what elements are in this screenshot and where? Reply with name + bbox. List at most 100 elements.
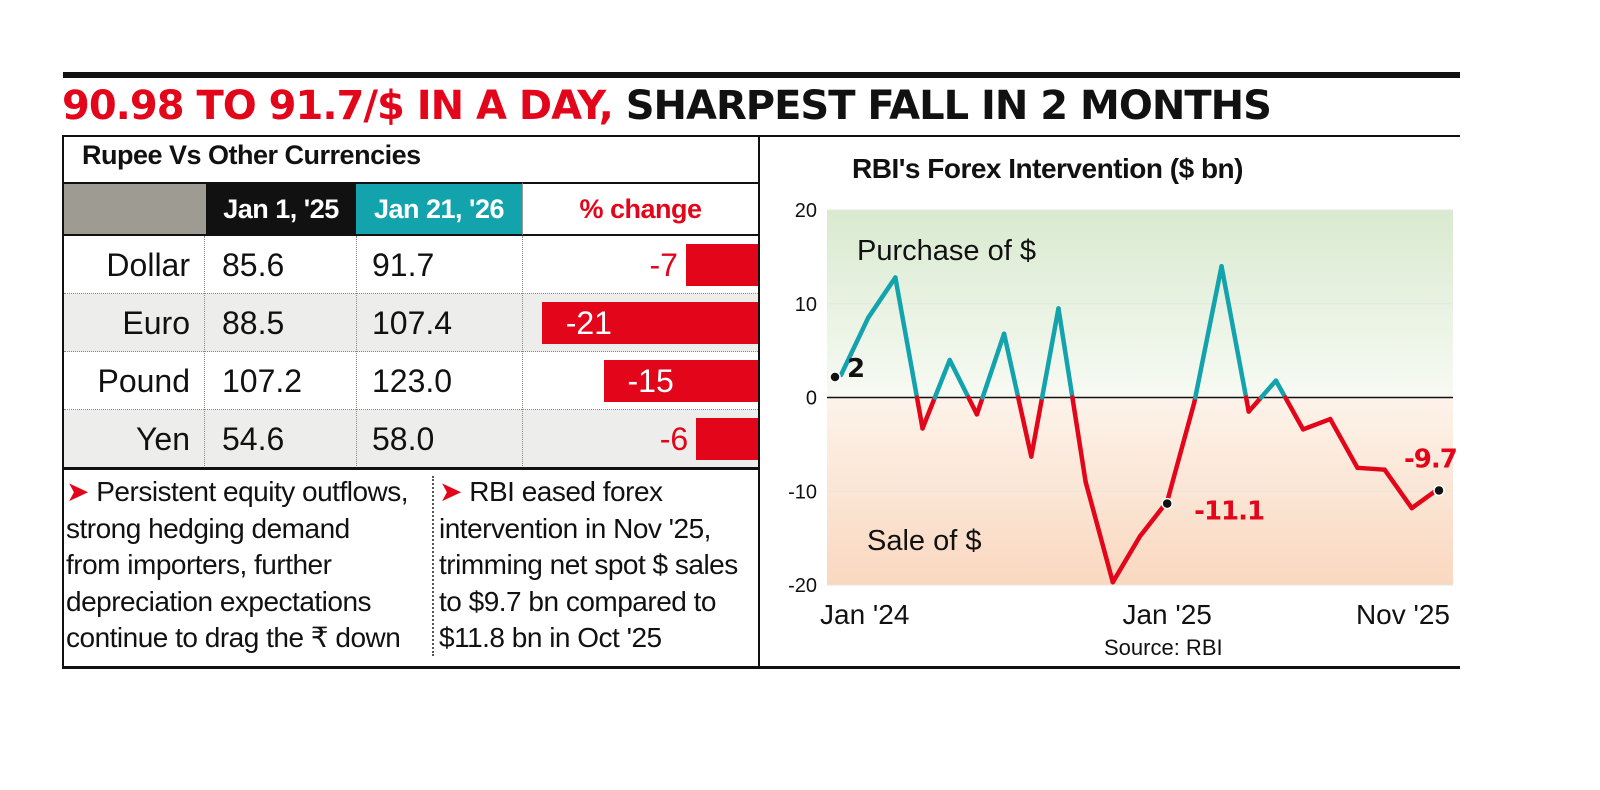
table-header-jan25: Jan 1, '25	[206, 182, 356, 236]
data-point-label: 2	[847, 354, 864, 384]
series-segment	[1164, 399, 1197, 504]
zone-label-sale: Sale of $	[867, 525, 981, 557]
table-row: Pound 107.2 123.0	[64, 352, 758, 410]
series-segment	[1258, 378, 1279, 400]
series-segment	[947, 357, 971, 400]
data-point-marker	[829, 371, 841, 383]
series-segment	[1283, 395, 1306, 432]
table-header-jan26: Jan 21, '26	[356, 182, 522, 236]
y-tick-label: 0	[806, 388, 817, 410]
column-divider	[356, 236, 357, 468]
note-line: to $9.7 bn compared to	[439, 585, 716, 617]
series-segment	[865, 275, 898, 321]
notes-rule	[64, 467, 758, 470]
series-segment	[1382, 467, 1415, 511]
table-row: Dollar 85.6 91.7	[64, 236, 758, 294]
series-segment	[1015, 395, 1034, 459]
headline-main: SHARPEST FALL IN 2 MONTHS	[625, 83, 1272, 129]
graphic-frame	[62, 135, 1460, 669]
series-segment	[838, 315, 871, 378]
change-bar	[696, 418, 758, 460]
note-line: $11.8 bn in Oct '25	[439, 622, 662, 653]
chart-title: RBI's Forex Intervention ($ bn)	[852, 153, 1243, 184]
table-title: Rupee Vs Other Currencies	[82, 140, 421, 170]
note-rbi-intervention: ➤ RBI eased forex intervention in Nov '2…	[439, 474, 738, 657]
series-segment	[1039, 306, 1061, 400]
note-line: intervention in Nov '25,	[439, 512, 711, 544]
series-segment	[932, 357, 952, 400]
notes-divider	[432, 476, 434, 656]
series-segment	[1219, 264, 1249, 400]
change-label: -6	[659, 420, 689, 457]
series-segment	[893, 275, 920, 400]
data-point-label: -11.1	[1194, 497, 1264, 527]
table-header-change: % change	[522, 182, 758, 236]
arrow-icon: ➤	[439, 476, 462, 507]
change-label: -15	[627, 362, 674, 399]
currency-name: Pound	[97, 362, 190, 399]
column-divider	[522, 236, 523, 468]
series-segment	[1193, 264, 1224, 400]
panel-divider	[758, 135, 760, 669]
series-segment	[920, 395, 938, 431]
currency-name: Dollar	[106, 246, 190, 283]
rate-jan26: 123.0	[372, 362, 453, 399]
series-segment	[1001, 331, 1021, 400]
note-equity-outflows: ➤ Persistent equity outflows, strong hed…	[66, 474, 409, 657]
top-rule	[63, 72, 1460, 78]
rate-jan26: 91.7	[372, 246, 435, 283]
note-line: Persistent equity outflows,	[96, 476, 409, 507]
data-point-marker	[1433, 484, 1445, 497]
change-bar	[603, 360, 758, 402]
y-tick-label: -20	[788, 575, 817, 597]
x-tick-label: Nov '25	[1356, 599, 1450, 630]
note-line: trimming net spot $ sales	[439, 549, 738, 580]
rate-jan25: 54.6	[222, 420, 285, 457]
column-divider	[204, 236, 205, 468]
data-point-marker	[1161, 497, 1173, 510]
table-row: Yen 54.6 58.0	[64, 410, 758, 468]
y-tick-label: 10	[795, 294, 817, 316]
note-line: RBI eased forex	[469, 476, 663, 507]
zone-label-purchase: Purchase of $	[857, 235, 1036, 267]
rate-jan26: 107.4	[372, 304, 453, 341]
note-line: continue to drag the ₹ down	[66, 622, 401, 653]
forex-line-chart: 20 10 0 -10 -20 Purchase of $ Sale of $ 2 -11.1 -…	[788, 200, 1458, 630]
series-segment	[1246, 395, 1264, 414]
note-line: from importers, further	[66, 549, 332, 580]
change-label: -21	[565, 304, 612, 341]
series-segment	[1355, 465, 1387, 472]
y-tick-label: -10	[788, 481, 817, 503]
x-tick-label: Jan '24	[820, 599, 909, 630]
series-segment	[980, 331, 1007, 400]
rate-jan26: 58.0	[372, 420, 435, 457]
currency-name: Euro	[122, 304, 190, 341]
series-segment	[974, 395, 985, 417]
headline: 90.98 TO 91.7/$ IN A DAY, SHARPEST FALL …	[62, 80, 1462, 134]
series-segment	[1328, 416, 1360, 471]
note-line: strong hedging demand	[66, 512, 350, 544]
series-segment	[1110, 534, 1143, 585]
x-tick-label: Jan '25	[1122, 599, 1211, 630]
rate-jan25: 85.6	[222, 246, 285, 283]
headline-highlight: 90.98 TO 91.7/$ IN A DAY,	[62, 83, 614, 129]
currency-name: Yen	[136, 420, 190, 457]
series-segment	[1300, 416, 1333, 432]
series-segment	[1056, 306, 1075, 400]
change-bar	[541, 302, 758, 344]
table-header-blank	[64, 182, 206, 236]
note-line: depreciation expectations	[66, 585, 372, 617]
series-segment	[1029, 395, 1045, 459]
data-point-label: -9.7	[1404, 444, 1457, 474]
series-segment	[1070, 395, 1088, 485]
series-segment	[1137, 499, 1170, 539]
rate-jan25: 107.2	[222, 362, 303, 399]
change-bar	[685, 244, 758, 286]
rate-jan25: 88.5	[222, 304, 285, 341]
chart-source: Source: RBI	[1104, 635, 1223, 660]
arrow-icon: ➤	[66, 476, 89, 507]
series-segment	[1273, 378, 1288, 400]
y-tick-label: 20	[795, 200, 817, 222]
series-segment	[914, 395, 925, 431]
change-label: -7	[649, 246, 678, 283]
